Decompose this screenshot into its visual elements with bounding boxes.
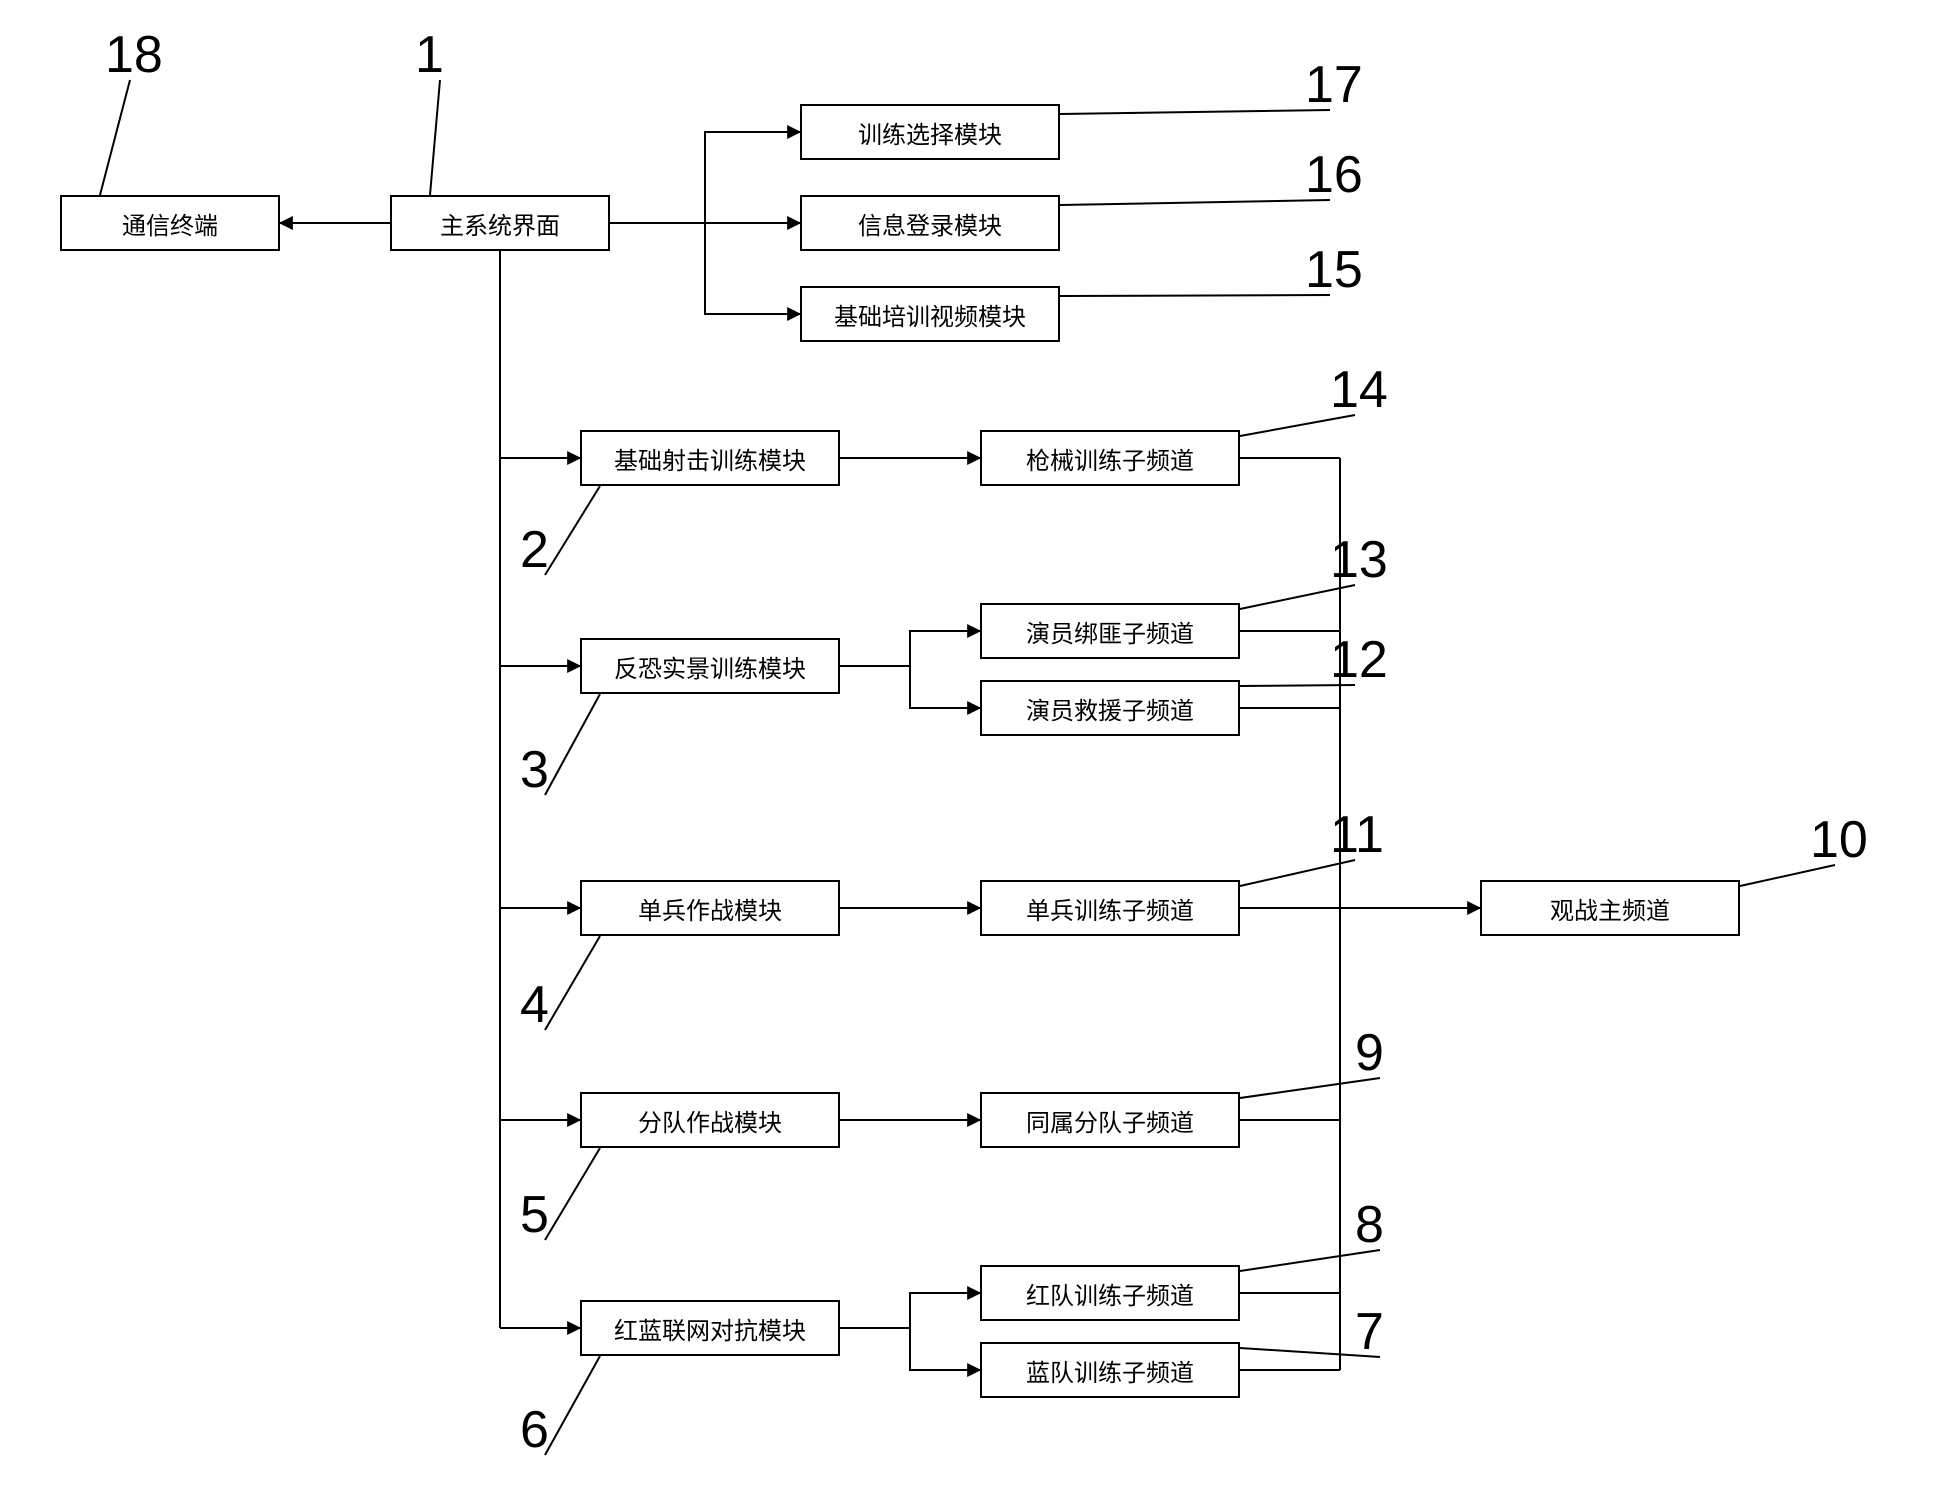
node-firearm-training-channel: 枪械训练子频道 [980,430,1240,486]
node-info-login: 信息登录模块 [800,195,1060,251]
node-label: 蓝队训练子频道 [1026,1353,1194,1388]
node-anti-terror-training: 反恐实景训练模块 [580,638,840,694]
ref-label-3: 3 [520,740,549,800]
node-basic-shooting-training: 基础射击训练模块 [580,430,840,486]
label-text: 9 [1355,1024,1384,1082]
node-label: 基础培训视频模块 [834,297,1026,332]
label-text: 8 [1355,1196,1384,1254]
label-text: 3 [520,741,549,799]
node-label: 反恐实景训练模块 [614,649,806,684]
label-text: 16 [1305,146,1363,204]
ref-label-6: 6 [520,1400,549,1460]
label-text: 1 [415,26,444,84]
node-label: 观战主频道 [1550,891,1670,926]
label-text: 12 [1330,631,1388,689]
ref-label-17: 17 [1305,55,1363,115]
node-actor-kidnapper-channel: 演员绑匪子频道 [980,603,1240,659]
ref-label-14: 14 [1330,360,1388,420]
ref-label-9: 9 [1355,1023,1384,1083]
node-label: 枪械训练子频道 [1026,441,1194,476]
node-individual-combat: 单兵作战模块 [580,880,840,936]
node-main-system-interface: 主系统界面 [390,195,610,251]
label-text: 2 [520,521,549,579]
node-label: 同属分队子频道 [1026,1103,1194,1138]
ref-label-12: 12 [1330,630,1388,690]
node-label: 主系统界面 [440,206,560,241]
label-text: 13 [1330,531,1388,589]
node-label: 红队训练子频道 [1026,1276,1194,1311]
node-label: 单兵训练子频道 [1026,891,1194,926]
label-text: 15 [1305,241,1363,299]
node-label: 演员救援子频道 [1026,691,1194,726]
node-red-blue-network: 红蓝联网对抗模块 [580,1300,840,1356]
node-label: 基础射击训练模块 [614,441,806,476]
ref-label-5: 5 [520,1185,549,1245]
node-label: 演员绑匪子频道 [1026,614,1194,649]
label-text: 4 [520,976,549,1034]
label-text: 10 [1810,811,1868,869]
label-text: 11 [1330,806,1384,864]
label-text: 14 [1330,361,1388,419]
node-label: 训练选择模块 [858,115,1002,150]
ref-label-16: 16 [1305,145,1363,205]
ref-label-4: 4 [520,975,549,1035]
node-label: 通信终端 [122,206,218,241]
node-label: 信息登录模块 [858,206,1002,241]
ref-label-18: 18 [105,25,163,85]
ref-label-15: 15 [1305,240,1363,300]
node-actor-rescue-channel: 演员救援子频道 [980,680,1240,736]
label-text: 18 [105,26,163,84]
node-blue-team-channel: 蓝队训练子频道 [980,1342,1240,1398]
ref-label-2: 2 [520,520,549,580]
node-label: 分队作战模块 [638,1103,782,1138]
node-red-team-channel: 红队训练子频道 [980,1265,1240,1321]
node-basic-training-video: 基础培训视频模块 [800,286,1060,342]
node-squad-combat: 分队作战模块 [580,1092,840,1148]
ref-label-1: 1 [415,25,444,85]
node-label: 单兵作战模块 [638,891,782,926]
node-communication-terminal: 通信终端 [60,195,280,251]
node-spectator-main-channel: 观战主频道 [1480,880,1740,936]
label-text: 17 [1305,56,1363,114]
ref-label-8: 8 [1355,1195,1384,1255]
node-label: 红蓝联网对抗模块 [614,1311,806,1346]
label-text: 6 [520,1401,549,1459]
node-training-selection: 训练选择模块 [800,104,1060,160]
ref-label-7: 7 [1355,1302,1384,1362]
node-same-squad-channel: 同属分队子频道 [980,1092,1240,1148]
ref-label-11: 11 [1330,805,1384,865]
label-text: 5 [520,1186,549,1244]
ref-label-10: 10 [1810,810,1868,870]
label-text: 7 [1355,1303,1384,1361]
node-individual-training-channel: 单兵训练子频道 [980,880,1240,936]
ref-label-13: 13 [1330,530,1388,590]
